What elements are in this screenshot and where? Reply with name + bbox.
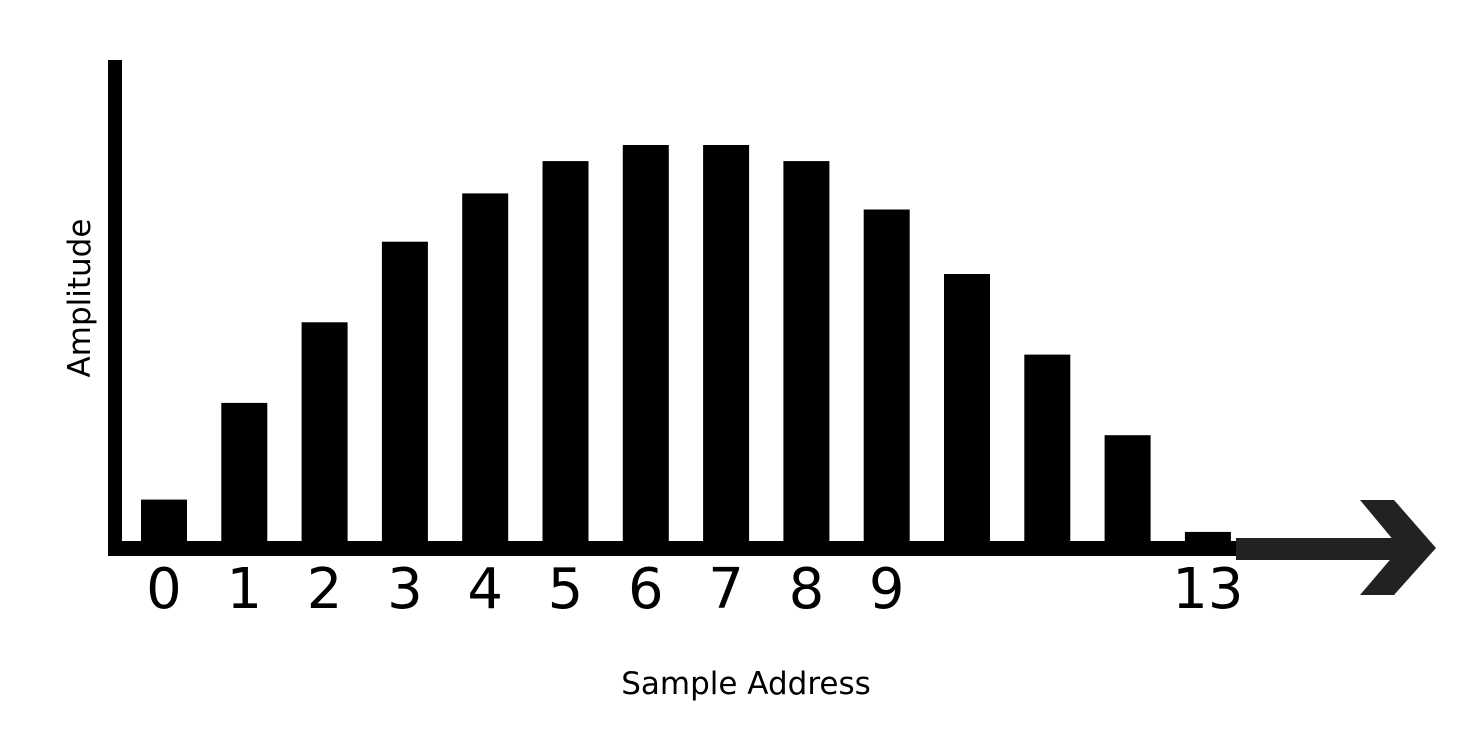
- y-axis-title: Amplitude: [62, 219, 98, 378]
- x-tick-label-6: 6: [628, 557, 664, 622]
- bar-8: [783, 161, 830, 548]
- x-tick-label-2: 2: [307, 557, 343, 622]
- bar-5: [542, 161, 589, 548]
- bar-12: [1104, 435, 1151, 548]
- x-tick-label-4: 4: [467, 557, 503, 622]
- bar-4: [462, 193, 509, 548]
- x-tick-label-1: 1: [226, 557, 262, 622]
- bar-7: [703, 145, 750, 548]
- x-tick-label-8: 8: [789, 557, 825, 622]
- x-axis-title: Sample Address: [621, 666, 871, 702]
- tick-labels-group: 0 1 2 3 4 5 6 7 8 9 13: [146, 557, 1243, 622]
- y-axis-line: [108, 60, 122, 556]
- x-tick-label-9: 9: [869, 557, 905, 622]
- bar-1: [221, 402, 268, 548]
- x-tick-label-3: 3: [387, 557, 423, 622]
- bar-11: [1024, 354, 1071, 548]
- bar-3: [381, 241, 428, 548]
- x-tick-label-0: 0: [146, 557, 182, 622]
- x-axis-arrowhead: [1360, 500, 1436, 595]
- bar-9: [863, 209, 910, 548]
- bar-6: [622, 145, 669, 548]
- bar-0: [141, 499, 187, 548]
- x-tick-label-7: 7: [708, 557, 744, 622]
- bar-2: [301, 322, 348, 548]
- x-axis-arrow-shaft: [1236, 538, 1400, 560]
- x-tick-label-13: 13: [1172, 557, 1243, 622]
- x-axis-line: [108, 541, 1240, 556]
- bar-10: [944, 274, 990, 548]
- bars-group: [141, 145, 1231, 548]
- x-tick-label-5: 5: [548, 557, 584, 622]
